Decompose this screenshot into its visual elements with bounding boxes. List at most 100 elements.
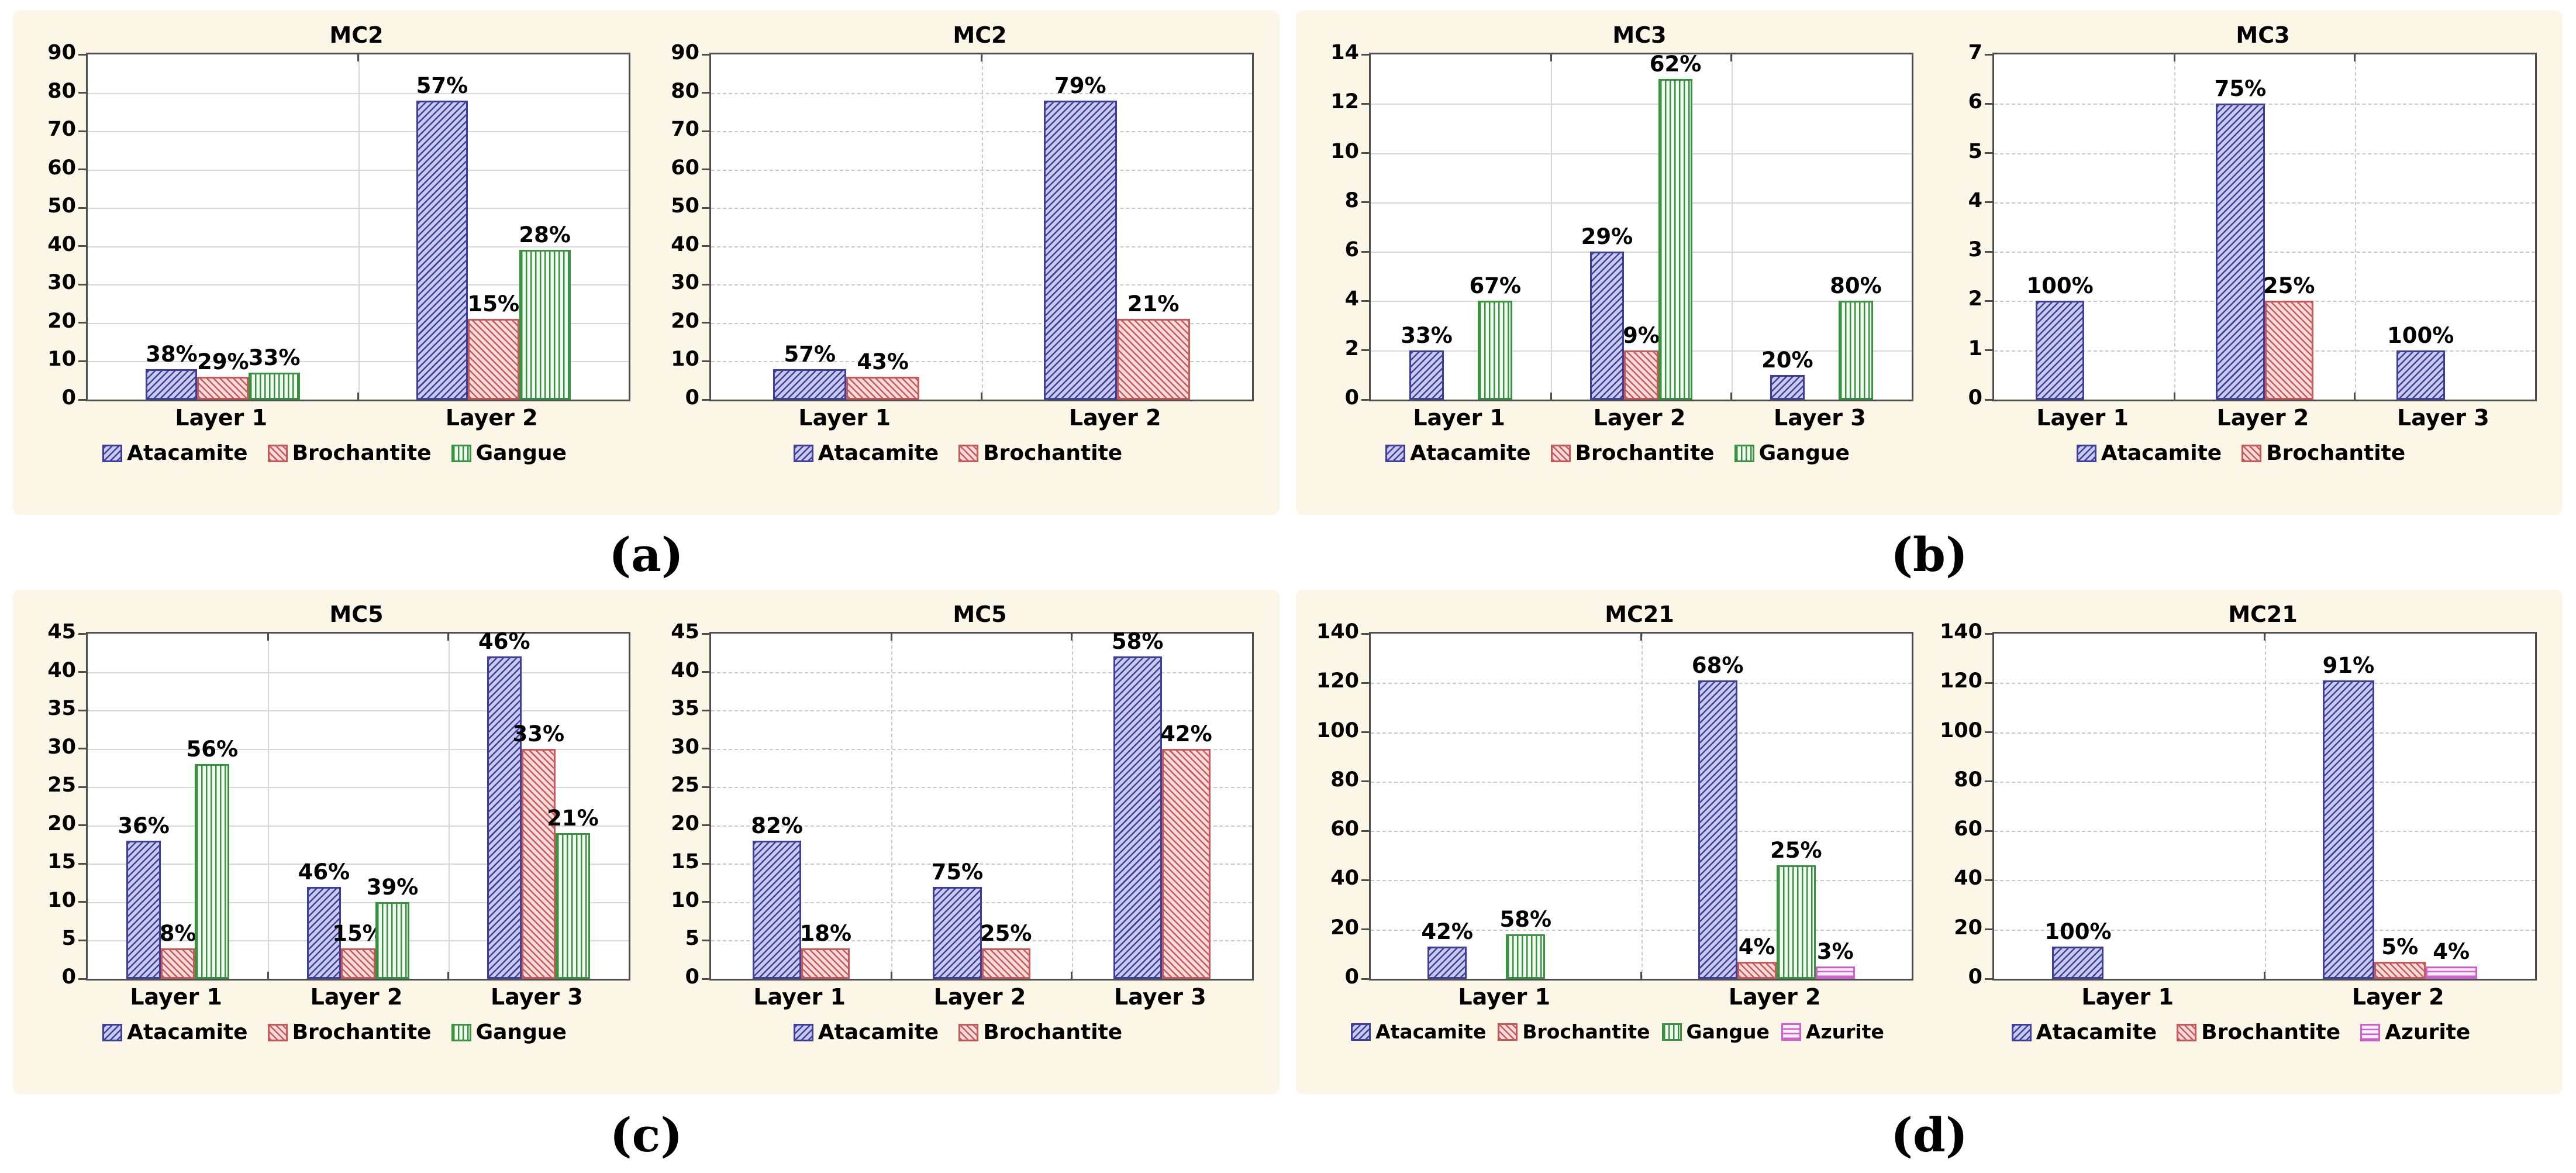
legend-item-gangue: Gangue: [451, 1020, 567, 1044]
legend-label: Atacamite: [818, 1020, 939, 1044]
bar-brochantite: [521, 748, 556, 979]
bar-value-label: 75%: [2214, 76, 2267, 102]
azurite-swatch-icon: [2360, 1023, 2381, 1041]
x-tick-mark: [1550, 393, 1552, 400]
y-tick-label: 70: [671, 118, 699, 142]
x-category-label: Layer 3: [1114, 984, 1206, 1010]
gridline-v: [891, 634, 893, 979]
bar-value-label: 100%: [2026, 273, 2094, 299]
legend-label: Brochantite: [292, 1020, 432, 1044]
chart-mc5-with-gangue: MC5 36% 46% 46% 8% 15% 33% 56% 39% 21% 0 5 10 15 20 25 3…: [30, 597, 639, 1082]
legend-label: Brochantite: [2266, 441, 2406, 465]
y-tick-label: 140: [1939, 620, 1982, 644]
plot-area: 38% 57% 29% 15% 33% 28%: [78, 53, 630, 401]
y-tick-label: 0: [685, 965, 699, 989]
chart-title: MC21: [2228, 601, 2298, 627]
bar-value-label: 33%: [1401, 322, 1453, 348]
y-tick-mark: [1361, 102, 1369, 105]
chart-title: MC5: [329, 601, 384, 627]
y-tick-mark: [702, 53, 709, 56]
x-category-label: Layer 2: [2216, 405, 2309, 431]
legend: Atacamite Brochantite Azurite: [1913, 1020, 2568, 1044]
gridline-v: [1071, 634, 1073, 979]
plot-area: 33% 29% 20% 9% 67% 62% 80%: [1361, 52, 1913, 401]
y-tick-label: 15: [47, 850, 76, 874]
bar-value-label: 46%: [478, 629, 530, 655]
y-tick-mark: [702, 632, 709, 635]
y-tick-mark: [1361, 250, 1369, 253]
y-tick-label: 60: [1330, 817, 1359, 841]
x-tick-mark: [447, 634, 450, 641]
bar-value-label: 38%: [146, 341, 198, 367]
y-tick-label: 2: [1344, 336, 1359, 360]
y-tick-mark: [1985, 300, 1992, 302]
legend-label: Atacamite: [127, 441, 248, 465]
y-tick-label: 12: [1330, 90, 1359, 114]
atacamite-swatch-icon: [102, 444, 123, 462]
bar-atacamite: [773, 369, 847, 400]
y-tick-label: 0: [1344, 386, 1359, 410]
y-tick-label: 20: [1954, 916, 1982, 940]
bar-value-label: 29%: [1581, 224, 1633, 250]
gridline-h: [88, 748, 629, 750]
gangue-swatch-icon: [451, 444, 471, 462]
atacamite-swatch-icon: [2076, 444, 2096, 462]
chart-title: MC3: [2236, 22, 2290, 48]
atacamite-swatch-icon: [102, 1023, 123, 1041]
y-tick-mark: [78, 632, 86, 635]
azurite-swatch-icon: [1781, 1023, 1801, 1041]
y-tick-mark: [1985, 928, 1992, 931]
y-tick-mark: [1361, 152, 1369, 154]
bar-gangue: [375, 902, 410, 979]
bar-value-label: 4%: [1738, 934, 1775, 959]
plot-area: 57% 79% 43% 21%: [702, 53, 1254, 401]
y-tick-label: 80: [1954, 768, 1982, 792]
brochantite-swatch-icon: [1550, 444, 1571, 462]
gridline-h: [711, 748, 1252, 750]
bar-value-label: 4%: [2433, 938, 2470, 964]
x-category-label: Layer 3: [2397, 405, 2489, 431]
chart-title: MC3: [1612, 22, 1667, 48]
y-tick-mark: [702, 322, 709, 324]
panel-letter-a: (a): [609, 527, 684, 582]
chart-mc3-copper-phases: MC3 100% 75% 100% 25% 0 1 2 3 4 5 6 7 Layer 1 Layer 2 L…: [1937, 18, 2545, 503]
bar-value-label: 56%: [186, 736, 239, 762]
bar-azurite: [2425, 966, 2477, 979]
bar-gangue: [1839, 301, 1873, 400]
brochantite-swatch-icon: [958, 444, 979, 462]
y-tick-mark: [78, 786, 86, 788]
bar-value-label: 80%: [1830, 273, 1882, 299]
legend-item-atacamite: Atacamite: [793, 1020, 939, 1044]
gridline-h: [1371, 104, 1912, 105]
y-tick-mark: [78, 53, 86, 56]
chart-mc21-with-gangue: MC21 42% 68% 4% 58% 25% 3% 0 20 40 60 80 100 120 140 La…: [1313, 597, 1922, 1082]
y-tick-label: 30: [671, 271, 699, 295]
y-tick-mark: [702, 978, 709, 980]
legend-item-gangue: Gangue: [1734, 441, 1850, 465]
y-tick-label: 40: [671, 658, 699, 682]
bar-value-label: 58%: [1111, 629, 1164, 655]
y-tick-mark: [702, 130, 709, 132]
x-tick-mark: [267, 634, 269, 641]
y-tick-label: 25: [671, 773, 699, 797]
bar-atacamite: [1409, 350, 1444, 400]
y-tick-mark: [1985, 250, 1992, 253]
gridline-v: [1641, 634, 1643, 979]
atacamite-swatch-icon: [793, 1023, 813, 1041]
bar-brochantite: [197, 376, 249, 400]
bar-atacamite: [2396, 350, 2445, 400]
legend-item-brochantite: Brochantite: [958, 441, 1122, 465]
bar-brochantite: [1624, 350, 1658, 400]
chart-title: MC21: [1605, 601, 1674, 627]
x-category-label: Layer 1: [175, 405, 268, 431]
y-tick-label: 40: [1330, 866, 1359, 890]
x-tick-mark: [981, 393, 982, 400]
brochantite-swatch-icon: [2177, 1023, 2197, 1041]
legend-label: Atacamite: [1375, 1020, 1487, 1043]
y-tick-label: 10: [671, 348, 699, 371]
bar-gangue: [1506, 934, 1546, 979]
gridline-h: [88, 864, 629, 865]
y-tick-mark: [78, 939, 86, 941]
legend-item-gangue: Gangue: [451, 441, 567, 465]
atacamite-swatch-icon: [1351, 1023, 1371, 1041]
